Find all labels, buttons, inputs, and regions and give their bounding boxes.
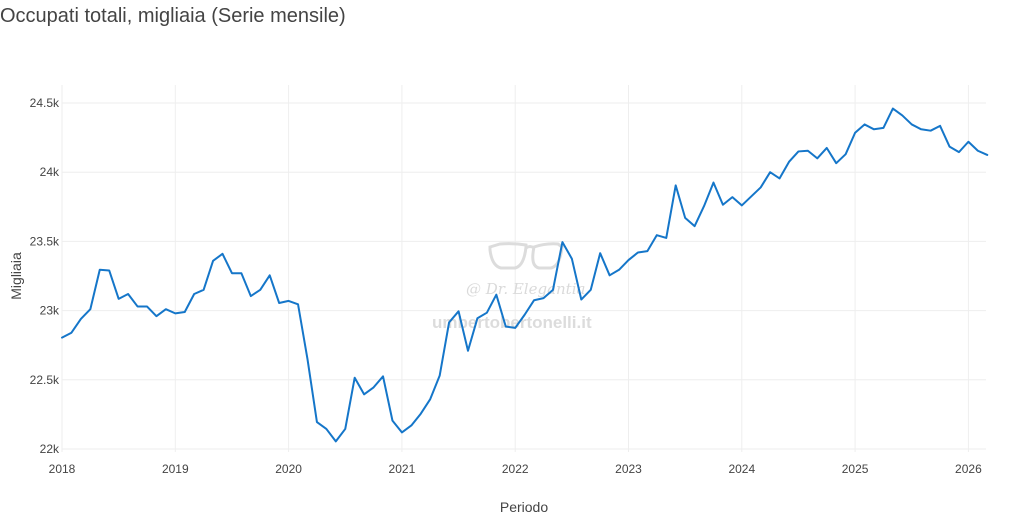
y-tick-label: 22.5k	[30, 373, 60, 387]
x-tick-label: 2019	[162, 462, 189, 476]
x-tick-label: 2021	[389, 462, 416, 476]
grid-lines	[61, 85, 986, 452]
y-axis-ticks: 22k 22.5k 23k 23.5k 24k 24.5k	[30, 96, 60, 456]
x-axis-title: Periodo	[500, 499, 548, 515]
y-tick-label: 24.5k	[30, 96, 60, 110]
x-tick-label: 2024	[728, 462, 755, 476]
x-tick-label: 2022	[502, 462, 529, 476]
x-axis-ticks: 2018 2019 2020 2021 2022 2023 2024 2025 2026	[49, 462, 982, 476]
watermark-site: umbertobertonelli.it	[432, 313, 592, 332]
data-points	[62, 108, 987, 441]
watermark-name: @ Dr. Elegantia	[466, 280, 585, 298]
series-line	[61, 107, 989, 443]
y-tick-label: 23.5k	[30, 234, 60, 248]
x-tick-label: 2020	[275, 462, 302, 476]
watermark: @ Dr. Elegantia umbertobertonelli.it	[432, 242, 592, 332]
x-tick-label: 2025	[842, 462, 869, 476]
x-tick-label: 2026	[955, 462, 982, 476]
chart-title: Occupati totali, migliaia (Serie mensile…	[0, 5, 346, 27]
glasses-icon	[488, 242, 564, 270]
y-tick-label: 23k	[40, 304, 60, 318]
x-tick-label: 2023	[615, 462, 642, 476]
y-tick-label: 22k	[40, 442, 60, 456]
x-tick-label: 2018	[49, 462, 76, 476]
y-axis-title: Migliaia	[8, 252, 24, 300]
y-tick-label: 24k	[40, 165, 60, 179]
